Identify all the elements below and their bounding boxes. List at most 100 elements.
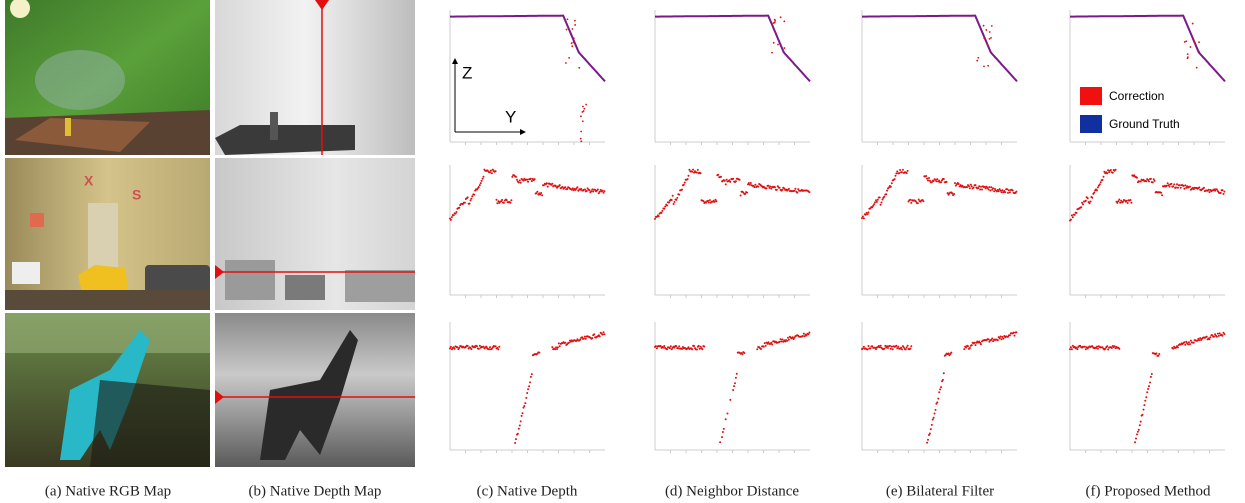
profile-dot [977,187,980,189]
profile-dot [458,346,461,349]
profile-dot [1198,186,1201,189]
profile-dot [938,179,941,182]
profile-plot [1069,10,1226,145]
profile-dot [450,216,453,219]
profile-dot [998,188,1001,191]
profile-dot [1139,420,1142,423]
profile-dot [1184,184,1187,187]
profile-dot [490,172,493,175]
profile-dot [1183,187,1186,190]
profile-dot [522,406,525,409]
profile-dot [596,188,599,191]
profile-dot [786,339,789,342]
profile-dot [997,190,1000,193]
profile-plot [1069,165,1226,298]
profile-dot [802,332,805,335]
profile-dot [583,188,586,191]
profile-dot [579,137,582,140]
profile-dot [556,346,559,349]
profile-dot [1195,66,1198,69]
profile-dot [671,194,674,197]
profile-dot [981,188,983,191]
profile-dot [1155,352,1158,355]
profile-dot [455,211,458,213]
profile-dot [1168,185,1171,188]
profile-dot [695,348,698,351]
profile-dot [1143,404,1146,407]
profile-dot [874,201,876,204]
profile-dot [452,214,455,217]
profile-dot [1148,385,1150,388]
profile-dot [719,441,722,444]
profile-dot [988,186,991,188]
profile-dot [602,331,605,334]
profile-dot [470,197,473,200]
profile-dot [744,193,747,195]
profile-dot [1084,199,1087,202]
profile-dot [1193,41,1196,43]
profile-dot [875,348,877,351]
profile-dot [471,195,474,198]
profile-dot [886,189,889,192]
profile-dot [781,188,784,191]
profile-dot [741,353,744,356]
profile-dot [1199,337,1202,340]
profile-dot [876,198,879,201]
profile-dot [746,191,749,194]
profile-dot [1122,200,1124,203]
profile-dot [1192,188,1195,191]
profile-dot [688,168,691,171]
profile-dot [1069,348,1071,351]
profile-dot [1069,218,1072,221]
profile-plot [861,165,1018,298]
profile-plot [654,10,811,145]
profile-dot [663,207,666,210]
profile-dot [927,438,929,441]
legend: Correction Ground Truth [1080,87,1180,133]
profile-dot [1209,336,1212,339]
profile-dot [1198,41,1200,44]
profile-dot [495,198,498,201]
profile-dot [909,198,912,201]
profile-dot [1084,348,1087,351]
profile-dot [655,215,658,218]
profile-dot [1136,433,1138,436]
profile-dot [505,199,508,202]
profile-dot [1198,339,1201,342]
profile-dot [580,187,583,190]
profile-line [450,14,606,83]
profile-dot [988,340,991,343]
profile-dot [889,347,892,350]
profile-dot [983,65,985,68]
profile-dot [941,378,944,381]
profile-dot [666,204,669,207]
profile-dot [734,180,737,183]
profile-dot [725,178,728,181]
legend-label: Correction [1109,89,1164,103]
profile-dot [1083,345,1086,348]
profile-dot [1110,347,1113,349]
caption: (a) Native RGB Map [45,483,171,499]
profile-dot [1216,332,1219,335]
profile-dot [749,182,752,184]
profile-dot [601,333,604,336]
profile-dot [738,178,741,181]
profile-dot [551,182,554,185]
profile-dot [801,335,804,337]
profile-dot [1000,338,1003,341]
profile-dot [974,344,977,347]
profile-dot [927,179,929,182]
profile-dot [890,345,893,348]
profile-dot [972,186,975,189]
photo-text: X [84,173,94,189]
profile-dot [901,168,904,171]
profile-dot [805,334,808,337]
profile-dot [940,181,943,184]
profile-dot [580,115,582,118]
profile-dot [865,211,868,214]
profile-dot [1102,175,1105,178]
profile-dot [568,56,571,59]
profile-dot [478,184,481,187]
profile-dot [991,188,994,191]
profile-dot [1135,437,1137,440]
